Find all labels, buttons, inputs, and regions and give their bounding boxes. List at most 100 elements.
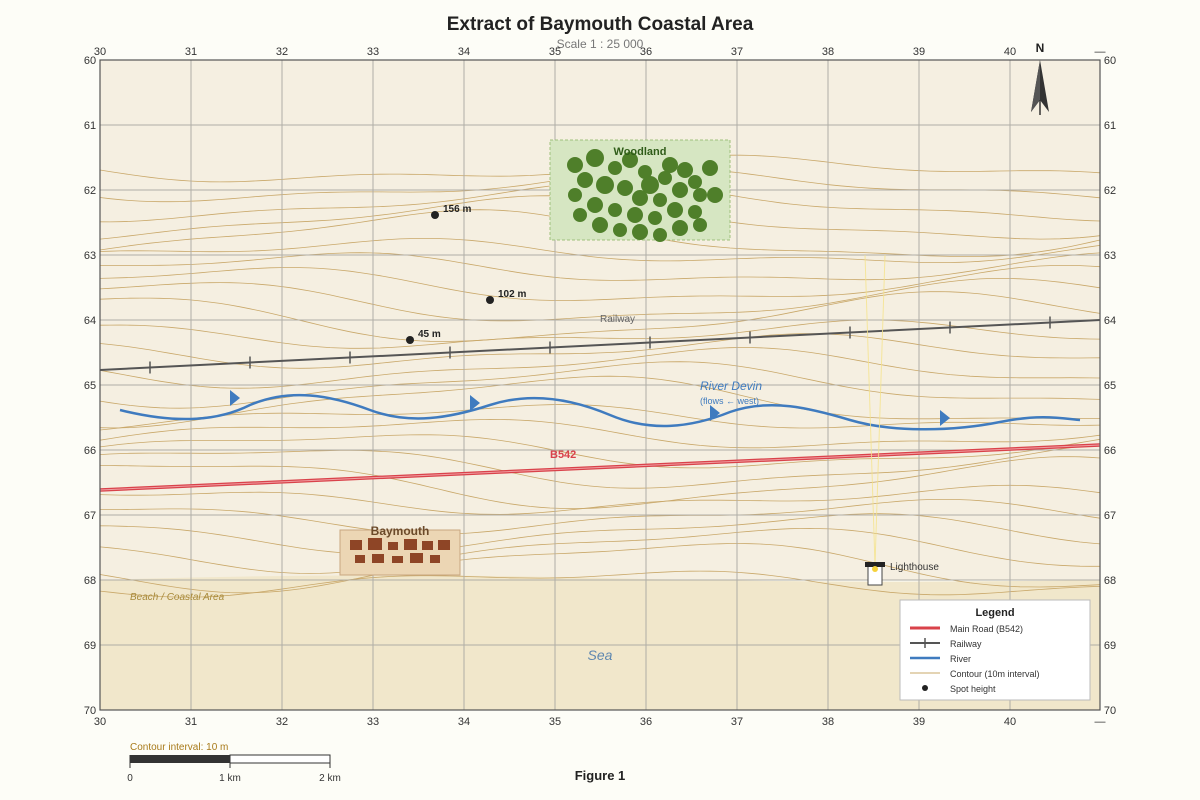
tree-icon xyxy=(617,180,633,196)
woodland-trees xyxy=(567,149,723,242)
grid-label-northing: 64 xyxy=(1104,315,1116,327)
lighthouse-lamp xyxy=(872,566,878,572)
contour-line xyxy=(99,277,1101,322)
building-icon xyxy=(350,540,362,550)
grid-label-northing: 65 xyxy=(1104,380,1116,392)
grid-label-northing: 68 xyxy=(84,575,96,587)
river-flow-arrow xyxy=(470,395,480,411)
tree-icon xyxy=(693,188,707,202)
grid-label-northing: 67 xyxy=(84,510,96,522)
tree-icon xyxy=(622,152,638,168)
tree-icon xyxy=(653,228,667,242)
spot-height-marker xyxy=(486,296,494,304)
tree-icon xyxy=(638,165,652,179)
grid-label-easting: 39 xyxy=(913,716,925,728)
legend-item-railway: Railway xyxy=(950,639,982,649)
tree-icon xyxy=(567,157,583,173)
tree-icon xyxy=(677,162,693,178)
grid-label-northing: 63 xyxy=(1104,250,1116,262)
contour-line xyxy=(99,252,1101,281)
grid-label-northing: 61 xyxy=(1104,120,1116,132)
tree-icon xyxy=(648,211,662,225)
scale-bar: Contour interval: 10 m 0 1 km 2 km xyxy=(127,742,341,784)
grid-label-easting: 40 xyxy=(1004,716,1016,728)
map-frame xyxy=(99,59,1101,711)
tree-icon xyxy=(702,160,718,176)
contour-line xyxy=(100,499,1101,535)
building-icon xyxy=(355,555,365,563)
town: Baymouth xyxy=(339,524,461,576)
contour-line xyxy=(99,347,1101,389)
scale-bar-dark xyxy=(130,755,230,763)
grid-label-northing: 70 xyxy=(1104,705,1116,717)
lighthouse-lamp-housing xyxy=(865,562,885,567)
town-label: Baymouth xyxy=(371,524,430,538)
grid-label-dash: — xyxy=(1095,46,1106,58)
legend-item-road: Main Road (B542) xyxy=(950,624,1023,634)
tree-icon xyxy=(653,193,667,207)
grid-label-easting: 35 xyxy=(549,46,561,58)
grid-label-northing: 64 xyxy=(84,315,96,327)
town-buildings xyxy=(350,538,450,563)
figure-caption: Figure 1 xyxy=(575,768,626,783)
scale-bar-label-2: 2 km xyxy=(319,773,341,784)
tree-icon xyxy=(667,202,683,218)
tree-icon xyxy=(592,217,608,233)
tree-icon xyxy=(613,223,627,237)
railway-line xyxy=(99,319,1101,371)
grid-label-easting: 38 xyxy=(822,716,834,728)
grid-label-easting: 37 xyxy=(731,716,743,728)
contour-line xyxy=(99,527,1100,574)
tree-icon xyxy=(568,188,582,202)
contour-line xyxy=(99,543,1101,594)
woodland: Woodland xyxy=(549,139,731,242)
scale-bar-label-0: 0 xyxy=(127,773,133,784)
grid-label-northing: 68 xyxy=(1104,575,1116,587)
lighthouse: Lighthouse xyxy=(864,254,939,586)
river-flow-arrow xyxy=(710,405,720,421)
tree-icon xyxy=(577,172,593,188)
tree-icon xyxy=(596,176,614,194)
grid-label-easting: 30 xyxy=(94,716,106,728)
river-flow-arrow xyxy=(940,410,950,426)
legend-spot-symbol xyxy=(922,685,928,691)
spot-height-label: 156 m xyxy=(443,204,471,215)
contour-interval-note: Contour interval: 10 m xyxy=(130,742,228,753)
building-icon xyxy=(410,553,423,563)
grid-label-northing: 65 xyxy=(84,380,96,392)
grid-label-easting: 31 xyxy=(185,716,197,728)
grid-label-northing: 70 xyxy=(84,705,96,717)
spot-heights: 156 m 102 m 45 m xyxy=(406,204,526,344)
contour-line xyxy=(99,570,1101,598)
grid-label-dash: — xyxy=(1095,716,1106,728)
tree-icon xyxy=(608,203,622,217)
building-icon xyxy=(422,541,433,550)
legend-title: Legend xyxy=(975,607,1014,619)
grid-label-easting: 32 xyxy=(276,46,288,58)
grid-label-northing: 66 xyxy=(84,445,96,457)
main-road: B542 xyxy=(99,443,1101,492)
building-icon xyxy=(372,554,384,563)
beach-label: Beach / Coastal Area xyxy=(130,592,225,603)
contour-line xyxy=(99,333,1101,369)
tree-icon xyxy=(573,208,587,222)
river-name-label: River Devin xyxy=(700,379,762,393)
lighthouse-beam xyxy=(864,254,876,566)
grid-label-easting: 33 xyxy=(367,46,379,58)
contour-line xyxy=(99,418,1101,449)
woodland-label: Woodland xyxy=(614,146,667,158)
north-arrow-shade xyxy=(1031,60,1040,112)
tree-icon xyxy=(632,224,648,240)
spot-height-marker xyxy=(431,211,439,219)
grid-label-easting: 31 xyxy=(185,46,197,58)
contour-line xyxy=(99,238,1101,263)
tree-icon xyxy=(658,171,672,185)
grid-label-easting: 40 xyxy=(1004,46,1016,58)
beach-area xyxy=(100,575,1100,710)
building-icon xyxy=(388,542,398,550)
grid-label-easting: 33 xyxy=(367,716,379,728)
tree-icon xyxy=(688,175,702,189)
tree-icon xyxy=(662,157,678,173)
road-label: B542 xyxy=(550,449,576,461)
tree-icon xyxy=(586,149,604,167)
